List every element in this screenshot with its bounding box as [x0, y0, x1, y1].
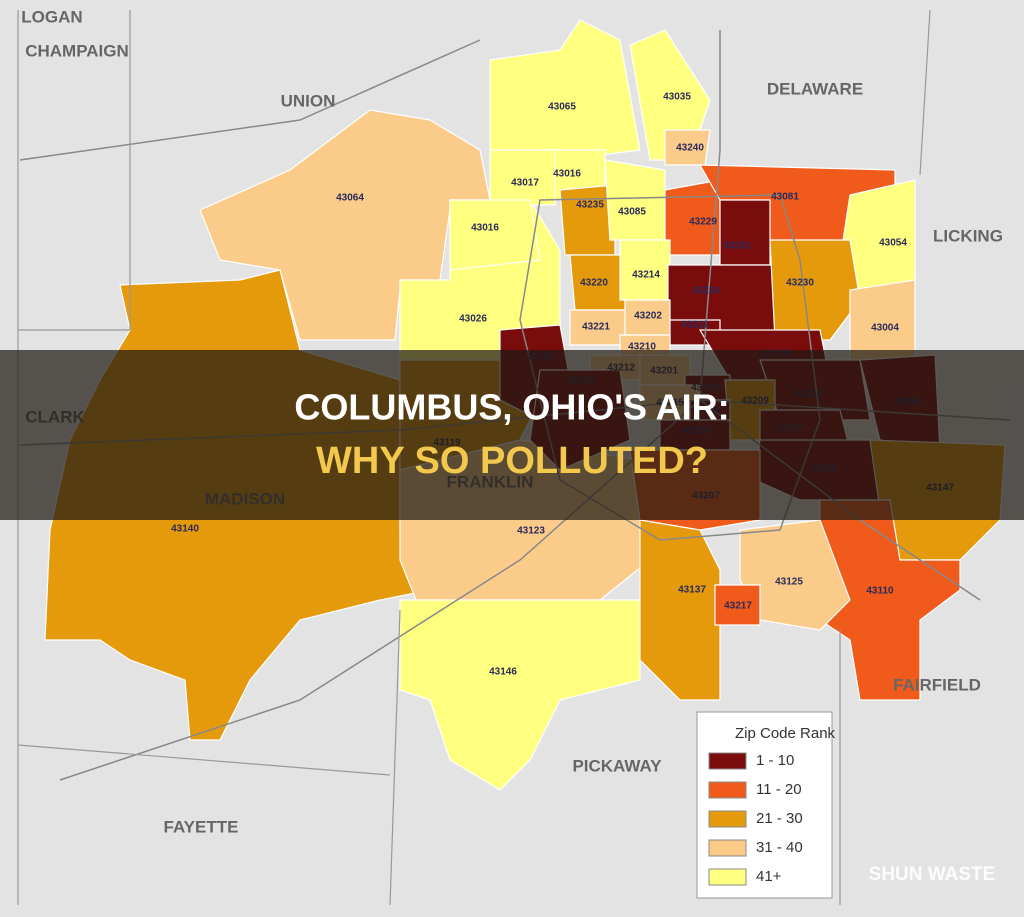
- title-line2: WHY SO POLLUTED?: [316, 440, 708, 482]
- legend-swatch: [708, 810, 747, 828]
- zip-label: 43110: [866, 586, 894, 597]
- county-label: LICKING: [933, 226, 1003, 245]
- county-label: UNION: [281, 91, 336, 110]
- zip-label: 43137: [678, 585, 706, 596]
- zip-label: 43221: [582, 322, 610, 333]
- zip-label: 43004: [871, 323, 899, 334]
- county-label: DELAWARE: [767, 79, 863, 98]
- legend-label: 41+: [756, 868, 782, 885]
- legend-swatch: [708, 752, 747, 770]
- zip-label: 43140: [171, 524, 199, 535]
- title-line1: COLUMBUS, OHIO'S AIR:: [294, 387, 729, 428]
- zip-label: 43220: [580, 278, 608, 289]
- zip-label: 43016: [471, 223, 499, 234]
- county-label: LOGAN: [21, 7, 82, 26]
- zip-label: 43217: [724, 601, 752, 612]
- legend: 1 - 10 11 - 20 21 - 30 31 - 40 41+: [708, 752, 803, 886]
- zip-area: [449, 199, 541, 271]
- zip-area: [769, 239, 861, 341]
- zip-label: 43214: [632, 270, 660, 281]
- zip-area: [639, 519, 721, 701]
- zip-label: 43210: [628, 342, 656, 353]
- watermark: SHUN WASTE: [869, 864, 996, 885]
- zip-label: 43123: [517, 526, 545, 537]
- road: [699, 30, 721, 401]
- zip-area: [714, 584, 761, 626]
- zip-label: 43026: [459, 314, 487, 325]
- legend-label: 21 - 30: [756, 810, 803, 827]
- zip-label: 43035: [663, 92, 691, 103]
- zip-area: [719, 199, 771, 266]
- zip-label: 43125: [775, 577, 803, 588]
- zip-label: 43235: [576, 200, 604, 211]
- zip-area: [489, 149, 561, 206]
- zip-label: 43229: [689, 217, 717, 228]
- legend-label: 1 - 10: [756, 752, 794, 769]
- zip-label: 43231: [723, 241, 751, 252]
- county-label: PICKAWAY: [572, 756, 662, 775]
- zip-label: 43230: [786, 278, 814, 289]
- legend-swatch: [708, 868, 747, 886]
- zip-label: 43202: [634, 311, 662, 322]
- county-label: CHAMPAIGN: [25, 41, 129, 60]
- zip-label: 43081: [771, 192, 799, 203]
- county-label: FAIRFIELD: [893, 675, 981, 694]
- legend-swatch: [708, 839, 747, 857]
- county-label: FAYETTE: [164, 817, 239, 836]
- zip-label: 43146: [489, 667, 517, 678]
- zip-label: 43240: [676, 143, 704, 154]
- legend-title: Zip Code Rank: [735, 725, 836, 742]
- zip-label: 43085: [618, 207, 646, 218]
- zip-label: 43016: [553, 169, 581, 180]
- road: [19, 39, 481, 161]
- zip-label: 43017: [511, 178, 539, 189]
- zip-label: 43064: [336, 193, 364, 204]
- legend-label: 11 - 20: [756, 781, 802, 798]
- legend-swatch: [708, 781, 747, 799]
- zip-label: 43224: [692, 286, 720, 297]
- title-band: [0, 350, 1024, 520]
- zip-area: [604, 159, 666, 241]
- zip-label: 43054: [879, 238, 907, 249]
- legend-box: [696, 711, 833, 899]
- zip-label: 43065: [548, 102, 576, 113]
- legend-label: 31 - 40: [756, 839, 803, 856]
- zip-area: [849, 279, 916, 361]
- zip-label: 43211: [681, 320, 709, 331]
